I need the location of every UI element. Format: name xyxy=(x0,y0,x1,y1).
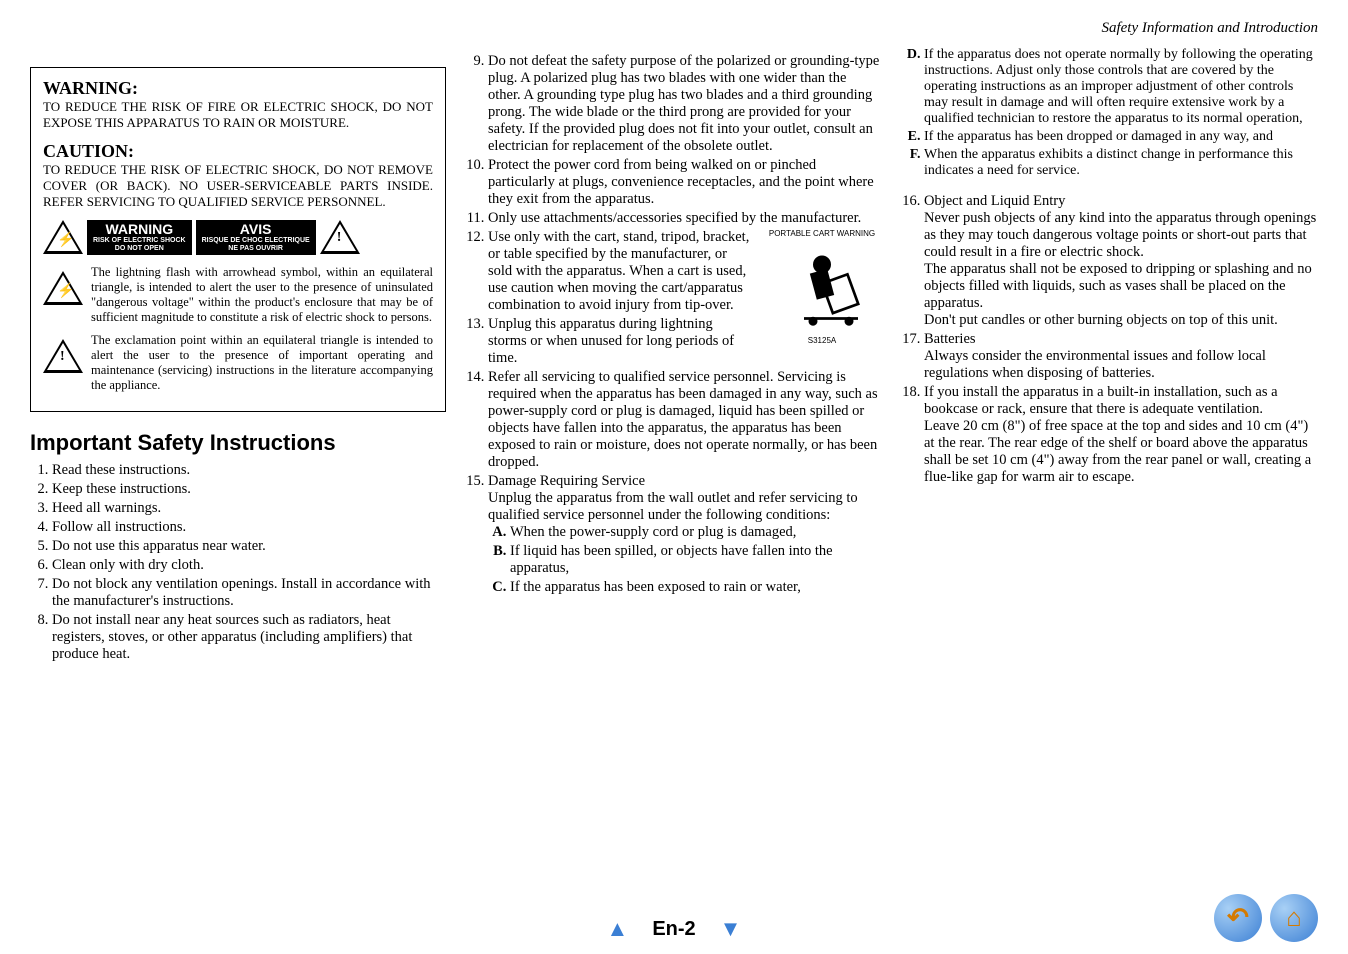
condition-e: If the apparatus has been dropped or dam… xyxy=(924,129,1318,145)
content-columns: WARNING: TO REDUCE THE RISK OF FIRE OR E… xyxy=(30,47,1318,669)
instruction-18: If you install the apparatus in a built-… xyxy=(924,384,1318,486)
instruction-17: Batteries Always consider the environmen… xyxy=(924,331,1318,382)
warning-label-fr: AVIS RISQUE DE CHOC ELECTRIQUE NE PAS OU… xyxy=(196,220,316,255)
condition-a: When the power-supply cord or plug is da… xyxy=(510,524,882,541)
caution-title: CAUTION: xyxy=(43,141,433,162)
column-1: WARNING: TO REDUCE THE RISK OF FIRE OR E… xyxy=(30,47,446,669)
instruction-9: Do not defeat the safety purpose of the … xyxy=(488,53,882,155)
warning-body: TO REDUCE THE RISK OF FIRE OR ELECTRIC S… xyxy=(43,99,433,131)
instruction-7: Do not block any ventilation openings. I… xyxy=(52,576,446,610)
instruction-2: Keep these instructions. xyxy=(52,481,446,498)
instruction-8: Do not install near any heat sources suc… xyxy=(52,612,446,663)
lightning-triangle-icon: ⚡ xyxy=(43,220,83,254)
warning-title: WARNING: xyxy=(43,78,433,99)
safety-list-part3: Object and Liquid Entry Never push objec… xyxy=(902,193,1318,486)
cart-tip-icon xyxy=(777,242,867,332)
back-button[interactable]: ↶ xyxy=(1214,894,1262,942)
lightning-triangle-icon: ⚡ xyxy=(43,271,83,305)
exclamation-triangle-icon: ! xyxy=(43,339,83,373)
instruction-12: PORTABLE CART WARNING S3125A Use on xyxy=(488,229,882,314)
prev-page-button[interactable]: ▲ xyxy=(607,916,629,942)
condition-f: When the apparatus exhibits a distinct c… xyxy=(924,147,1318,179)
safety-list-part2: Do not defeat the safety purpose of the … xyxy=(466,53,882,596)
next-page-button[interactable]: ▼ xyxy=(720,916,742,942)
page-number: En-2 xyxy=(652,918,695,941)
damage-conditions-cont: If the apparatus does not operate normal… xyxy=(902,47,1318,179)
lightning-description: ⚡ The lightning flash with arrowhead sym… xyxy=(43,265,433,325)
instruction-15: Damage Requiring Service Unplug the appa… xyxy=(488,473,882,596)
exclamation-triangle-icon: ! xyxy=(320,220,360,254)
warning-label-row: ⚡ WARNING RISK OF ELECTRIC SHOCK DO NOT … xyxy=(43,220,433,255)
warning-label-en: WARNING RISK OF ELECTRIC SHOCK DO NOT OP… xyxy=(87,220,192,255)
warning-box: WARNING: TO REDUCE THE RISK OF FIRE OR E… xyxy=(30,67,446,412)
instruction-11: Only use attachments/accessories specifi… xyxy=(488,210,882,227)
instruction-1: Read these instructions. xyxy=(52,462,446,479)
instruction-4: Follow all instructions. xyxy=(52,519,446,536)
page-footer: ▲ En-2 ▼ xyxy=(0,916,1348,942)
column-2: Do not defeat the safety purpose of the … xyxy=(466,47,882,669)
instruction-14: Refer all servicing to qualified service… xyxy=(488,369,882,471)
cart-warning-title: PORTABLE CART WARNING xyxy=(762,229,882,238)
column-3: If the apparatus does not operate normal… xyxy=(902,47,1318,669)
instruction-5: Do not use this apparatus near water. xyxy=(52,538,446,555)
safety-instructions-title: Important Safety Instructions xyxy=(30,430,446,456)
caution-body: TO REDUCE THE RISK OF ELECTRIC SHOCK, DO… xyxy=(43,162,433,210)
instruction-10: Protect the power cord from being walked… xyxy=(488,157,882,208)
cart-figure-code: S3125A xyxy=(762,336,882,345)
exclamation-description: ! The exclamation point within an equila… xyxy=(43,333,433,393)
condition-b: If liquid has been spilled, or objects h… xyxy=(510,543,882,577)
condition-c: If the apparatus has been exposed to rai… xyxy=(510,579,882,596)
footer-nav-icons: ↶ ⌂ xyxy=(1214,894,1318,942)
damage-conditions-list: When the power-supply cord or plug is da… xyxy=(488,524,882,596)
instruction-6: Clean only with dry cloth. xyxy=(52,557,446,574)
safety-list-part1: Read these instructions. Keep these inst… xyxy=(30,462,446,663)
instruction-3: Heed all warnings. xyxy=(52,500,446,517)
instruction-16: Object and Liquid Entry Never push objec… xyxy=(924,193,1318,329)
header-section-title: Safety Information and Introduction xyxy=(30,20,1318,37)
condition-d: If the apparatus does not operate normal… xyxy=(924,47,1318,127)
cart-warning-figure: PORTABLE CART WARNING S3125A xyxy=(762,229,882,345)
home-button[interactable]: ⌂ xyxy=(1270,894,1318,942)
